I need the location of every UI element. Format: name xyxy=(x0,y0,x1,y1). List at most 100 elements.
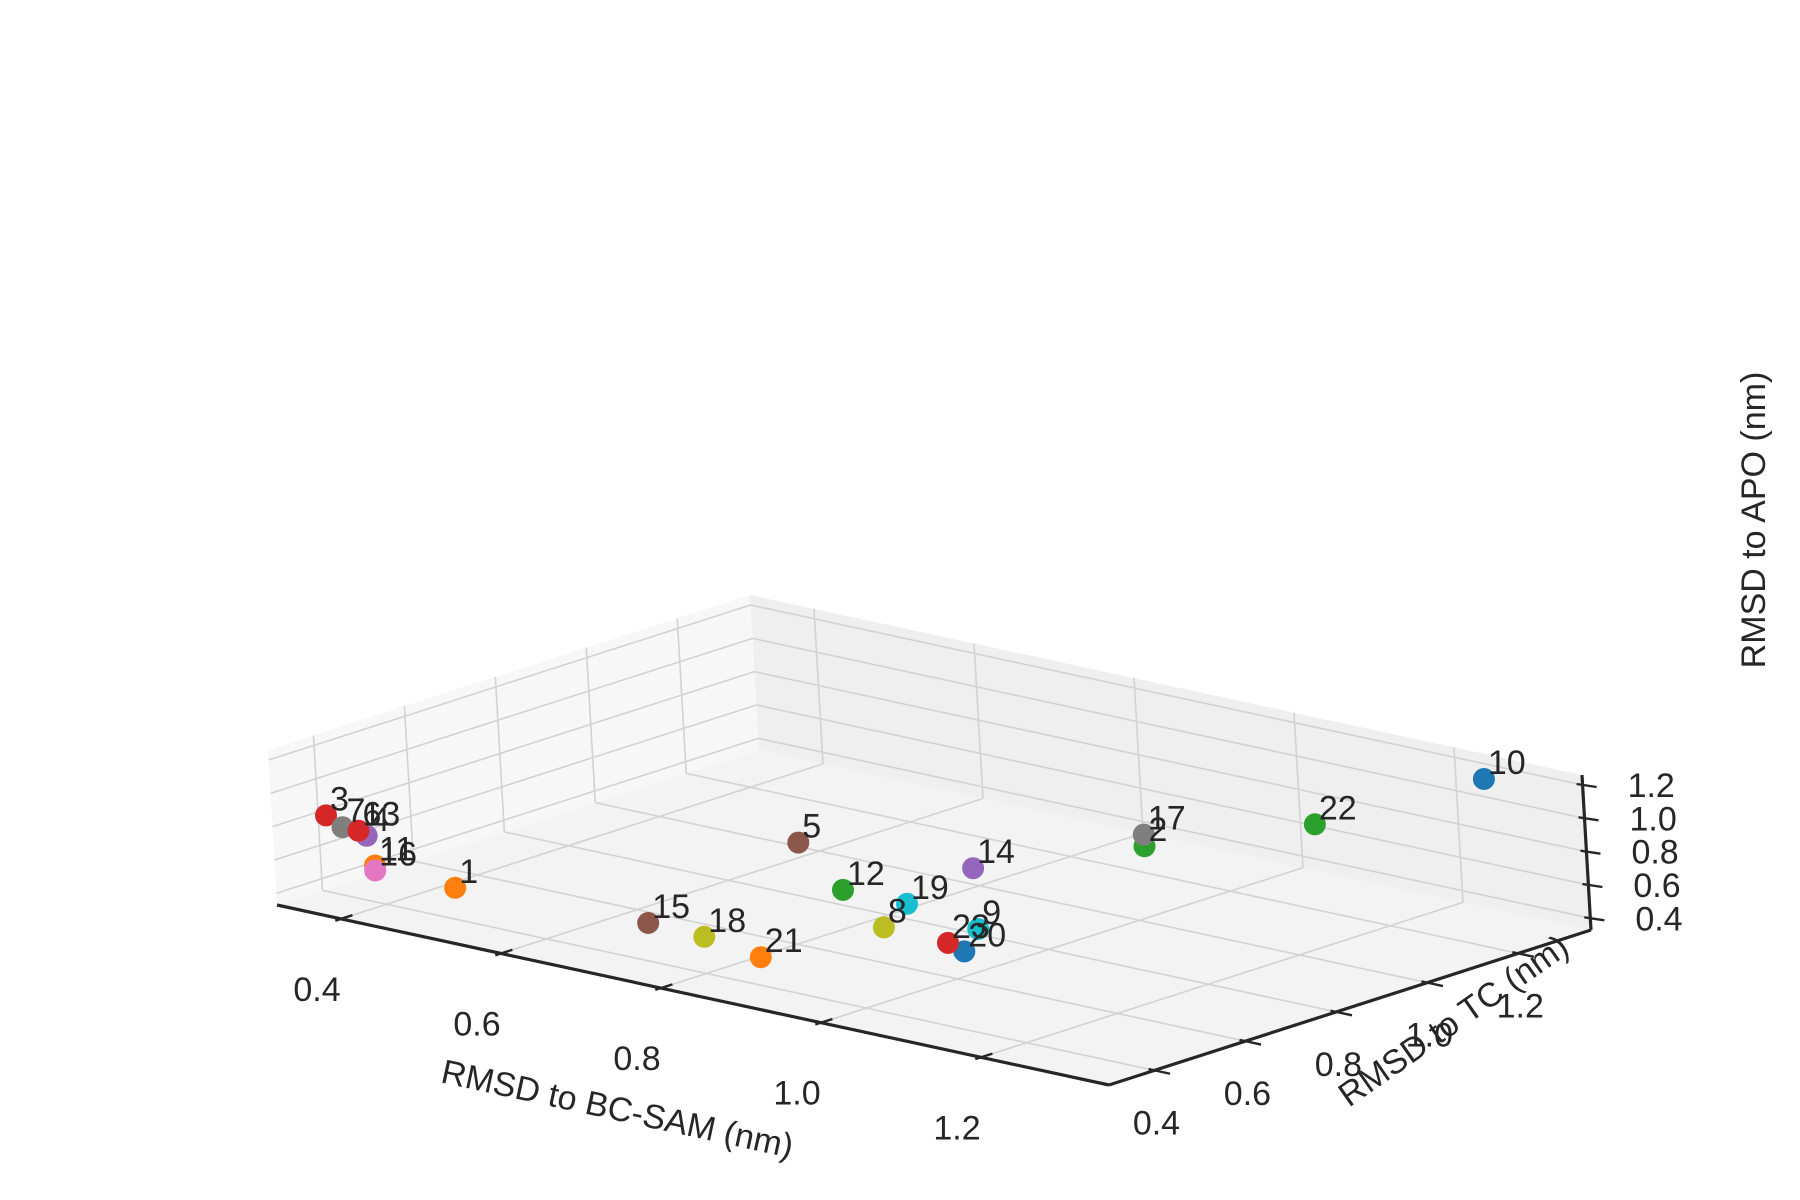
x-tick-label: 1.2 xyxy=(933,1109,980,1147)
gridline-z-back xyxy=(752,637,1585,820)
axis-ticks: 0.40.60.81.01.2 0.40.60.81.01.20.40.60.81… xyxy=(293,767,1682,1147)
x-tick xyxy=(494,948,513,957)
point-label: 2 xyxy=(1149,811,1168,849)
data-point xyxy=(787,831,810,854)
z-tick-label: 0.8 xyxy=(1631,834,1678,872)
point-label: 20 xyxy=(968,916,1006,954)
y-tick xyxy=(1239,1038,1262,1046)
gridline-x-back xyxy=(1293,712,1304,868)
y-tick-label: 1.2 xyxy=(1497,987,1544,1025)
data-point xyxy=(1472,768,1495,790)
gridline-y-floor xyxy=(413,860,1246,1042)
gridline-z-left xyxy=(268,604,751,761)
x-tick-label: 0.8 xyxy=(613,1040,660,1078)
point-label: 14 xyxy=(977,833,1015,871)
gridline-y-left xyxy=(403,706,415,862)
data-point xyxy=(749,946,772,969)
x-tick-label: 0.6 xyxy=(453,1005,500,1043)
gridline-x-back xyxy=(813,608,824,764)
data-point xyxy=(364,859,387,882)
point-label: 5 xyxy=(802,808,821,846)
gridline-x-back xyxy=(973,643,984,799)
left-pane xyxy=(268,595,759,905)
z-tick xyxy=(1576,782,1597,789)
point-label: 9 xyxy=(982,894,1001,932)
gridline-y-left xyxy=(585,647,597,803)
point-label: 6 xyxy=(363,796,382,834)
gridline-x-floor xyxy=(500,797,984,955)
y-tick-label: 0.4 xyxy=(1133,1104,1180,1142)
data-point xyxy=(1132,823,1155,846)
gridline-x-back xyxy=(1133,678,1144,834)
gridline-z-back xyxy=(750,604,1583,786)
data-point xyxy=(693,925,716,948)
gridline-y-floor xyxy=(686,772,1519,955)
data-point xyxy=(872,916,895,939)
z-axis-label: RMSD to APO (nm) xyxy=(1735,372,1773,669)
z-tick-label: 0.4 xyxy=(1635,900,1682,938)
gridline-z-left xyxy=(276,737,759,895)
data-point xyxy=(967,918,990,940)
gridline-y-left xyxy=(676,618,688,774)
gridline-z-back xyxy=(758,737,1591,920)
gridline-z-left xyxy=(270,637,753,795)
point-label: 17 xyxy=(1148,800,1186,838)
data-point xyxy=(896,892,918,915)
z-tick-label: 1.2 xyxy=(1628,767,1675,805)
data-point xyxy=(953,940,976,963)
gridline-x-floor xyxy=(980,901,1464,1059)
x-tick xyxy=(334,914,353,922)
y-tick xyxy=(1512,950,1535,958)
point-label: 1 xyxy=(459,853,478,891)
point-label: 16 xyxy=(379,836,417,874)
x-tick xyxy=(974,1052,993,1061)
data-point xyxy=(637,912,660,934)
gridline-z-back xyxy=(756,704,1589,886)
point-label: 13 xyxy=(363,796,401,834)
z-tick xyxy=(1580,849,1601,855)
data-point xyxy=(832,878,854,901)
x-axis-line xyxy=(276,903,1110,1087)
y-tick xyxy=(1148,1067,1171,1075)
point-label: 10 xyxy=(1488,744,1526,782)
point-label: 23 xyxy=(952,908,990,946)
point-label: 21 xyxy=(765,922,803,960)
back-pane xyxy=(750,595,1591,930)
data-point xyxy=(1303,813,1326,836)
point-label: 12 xyxy=(847,855,885,893)
x-tick-label: 1.0 xyxy=(773,1075,820,1113)
gridline-z-back xyxy=(754,670,1587,853)
point-label: 11 xyxy=(379,831,414,869)
z-tick xyxy=(1578,816,1599,822)
y-tick-label: 1.0 xyxy=(1406,1017,1453,1055)
point-label: 15 xyxy=(652,888,690,926)
z-tick-label: 1.0 xyxy=(1630,800,1677,838)
y-axis-line xyxy=(1108,928,1592,1087)
y-tick xyxy=(1421,980,1444,988)
gridline-y-left xyxy=(494,676,506,832)
y-tick-label: 0.6 xyxy=(1224,1075,1271,1113)
data-point xyxy=(962,857,985,880)
point-label: 7 xyxy=(347,792,366,830)
x-tick xyxy=(654,983,673,992)
point-label: 22 xyxy=(1319,789,1357,827)
point-label: 8 xyxy=(888,892,907,930)
gridline-x-back xyxy=(1453,747,1464,903)
gridline-y-floor xyxy=(322,889,1155,1072)
point-label: 18 xyxy=(708,902,746,940)
data-point xyxy=(937,931,959,954)
data-point xyxy=(444,876,467,899)
y-tick xyxy=(1330,1009,1353,1017)
grid-lines xyxy=(268,604,1591,1072)
data-point xyxy=(315,804,337,827)
point-label: 19 xyxy=(911,869,949,907)
gridline-y-floor xyxy=(504,831,1337,1013)
gridline-x-floor xyxy=(820,866,1304,1024)
gridline-z-left xyxy=(272,670,755,828)
data-point xyxy=(347,819,370,842)
x-tick-label: 0.4 xyxy=(293,971,340,1009)
point-label: 4 xyxy=(371,801,390,839)
